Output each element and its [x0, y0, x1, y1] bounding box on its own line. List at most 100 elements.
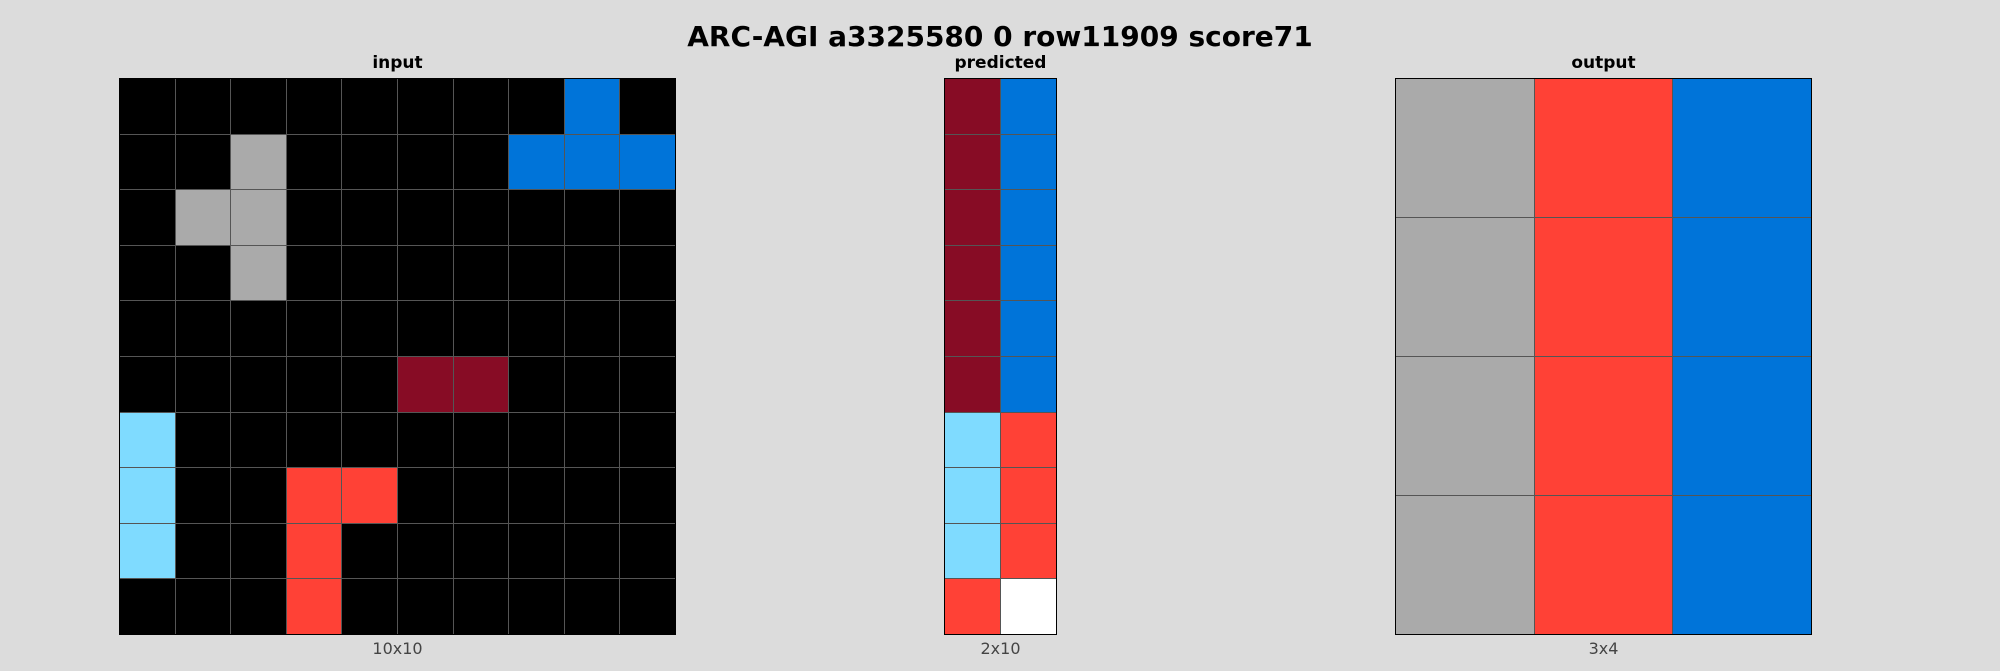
input-cell: [620, 134, 675, 190]
output-cell: [1673, 496, 1811, 634]
predicted-cell: [945, 523, 1000, 579]
input-cell: [453, 245, 509, 301]
input-cell: [342, 412, 397, 468]
output-cell: [1534, 357, 1673, 495]
output-cell: [1396, 79, 1534, 217]
output-cell: [1534, 218, 1673, 356]
input-cell: [397, 523, 453, 579]
input-cell: [175, 301, 231, 356]
input-cell: [120, 468, 175, 523]
predicted-panel-label: predicted: [954, 53, 1047, 73]
output-cell: [1673, 79, 1811, 217]
output-cell: [1534, 496, 1673, 634]
input-cell: [286, 301, 342, 356]
input-cell: [453, 412, 509, 468]
input-cell: [397, 245, 453, 301]
input-cell: [509, 190, 564, 245]
input-cell: [620, 579, 675, 634]
input-cell: [620, 356, 675, 412]
input-cell: [620, 190, 675, 245]
predicted-cell: [1001, 579, 1056, 634]
input-cell: [231, 190, 286, 245]
predicted-cell: [945, 245, 1000, 301]
predicted-cell: [1001, 190, 1056, 245]
input-cell: [509, 134, 564, 190]
input-cell: [509, 79, 564, 134]
input-cell: [286, 523, 342, 579]
predicted-cell: [1001, 134, 1056, 190]
predicted-cell: [945, 190, 1000, 245]
input-cell: [342, 190, 397, 245]
input-cell: [175, 356, 231, 412]
input-cell: [231, 412, 286, 468]
input-cell: [564, 79, 620, 134]
output-cell: [1534, 79, 1673, 217]
input-cell: [453, 79, 509, 134]
input-cell: [620, 245, 675, 301]
input-cell: [120, 356, 175, 412]
input-cell: [620, 301, 675, 356]
input-cell: [342, 468, 397, 523]
input-cell: [120, 412, 175, 468]
input-cell: [231, 301, 286, 356]
predicted-cell: [1001, 301, 1056, 356]
input-cell: [231, 523, 286, 579]
figure-title: ARC-AGI a3325580 0 row11909 score71: [687, 20, 1313, 53]
input-cell: [120, 134, 175, 190]
input-cell: [509, 356, 564, 412]
input-cell: [564, 301, 620, 356]
input-cell: [286, 245, 342, 301]
output-grid: [1395, 78, 1812, 635]
input-cell: [175, 579, 231, 634]
input-cell: [175, 412, 231, 468]
input-cell: [453, 134, 509, 190]
input-cell: [397, 79, 453, 134]
input-cell: [397, 579, 453, 634]
input-cell: [286, 579, 342, 634]
input-cell: [564, 412, 620, 468]
input-cell: [509, 245, 564, 301]
input-cell: [509, 301, 564, 356]
input-cell: [120, 190, 175, 245]
input-cell: [175, 79, 231, 134]
input-cell: [175, 190, 231, 245]
input-cell: [397, 356, 453, 412]
input-cell: [620, 79, 675, 134]
input-cell: [342, 356, 397, 412]
input-cell: [509, 579, 564, 634]
input-cell: [120, 79, 175, 134]
input-cell: [509, 523, 564, 579]
input-cell: [342, 301, 397, 356]
input-cell: [286, 190, 342, 245]
predicted-cell: [945, 412, 1000, 468]
input-cell: [453, 579, 509, 634]
input-cell: [342, 134, 397, 190]
input-cell: [397, 412, 453, 468]
input-cell: [453, 468, 509, 523]
input-cell: [120, 579, 175, 634]
input-cell: [397, 468, 453, 523]
output-cell: [1396, 496, 1534, 634]
input-cell: [231, 79, 286, 134]
input-cell: [397, 134, 453, 190]
output-cell: [1673, 218, 1811, 356]
predicted-cell: [1001, 523, 1056, 579]
output-panel-label: output: [1571, 53, 1636, 73]
input-cell: [286, 356, 342, 412]
input-grid: [119, 78, 676, 635]
input-cell: [564, 468, 620, 523]
input-cell: [342, 245, 397, 301]
input-cell: [120, 245, 175, 301]
input-dims-label: 10x10: [372, 639, 423, 658]
input-cell: [453, 301, 509, 356]
input-cell: [397, 301, 453, 356]
input-cell: [286, 134, 342, 190]
input-cell: [231, 356, 286, 412]
predicted-cell: [1001, 412, 1056, 468]
input-cell: [620, 412, 675, 468]
input-cell: [564, 190, 620, 245]
input-cell: [564, 579, 620, 634]
input-cell: [120, 301, 175, 356]
input-cell: [620, 523, 675, 579]
predicted-grid: [944, 78, 1057, 635]
